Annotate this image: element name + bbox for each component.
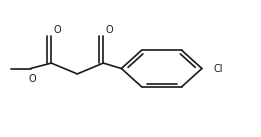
Text: O: O	[106, 25, 114, 35]
Text: Cl: Cl	[213, 64, 223, 74]
Text: O: O	[29, 74, 37, 84]
Text: O: O	[54, 25, 62, 35]
